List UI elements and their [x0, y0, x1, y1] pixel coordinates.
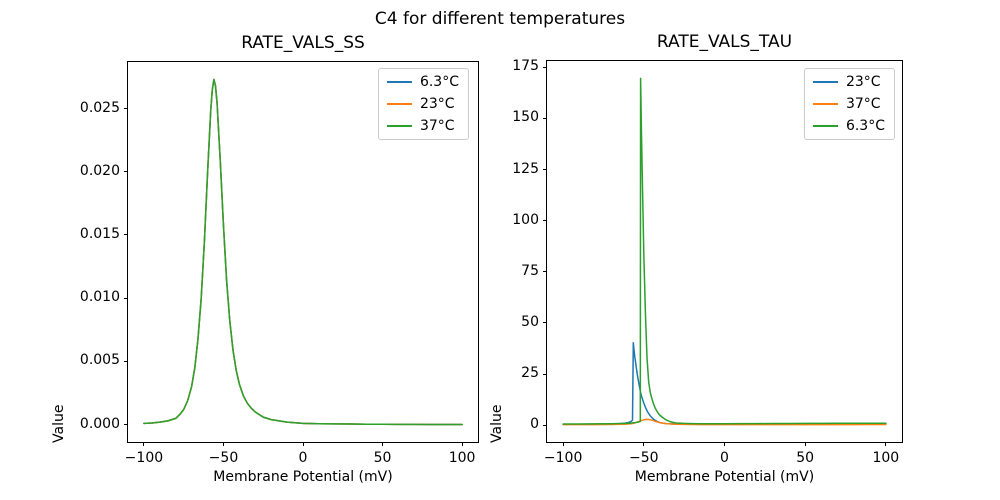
series-line-6.3°C — [562, 77, 887, 425]
axes-area: 23°C 37°C 6.3°C −100 −50 0 50 100 0 25 50 75 100 125… — [512, 59, 903, 466]
legend-entry: 37°C — [812, 95, 885, 113]
legend: 6.3°C 23°C 37°C — [377, 68, 469, 140]
legend-line-sample — [386, 103, 412, 105]
x-tick-label: 50 — [373, 450, 392, 466]
x-axis-label: Membrane Potential (mV) — [213, 469, 393, 485]
y-tick-label: 150 — [512, 109, 539, 126]
x-tick-label: −50 — [629, 450, 659, 466]
y-tick-label: 0.000 — [79, 415, 120, 432]
figure-title: C4 for different temperatures — [374, 9, 626, 29]
y-tick-label: 75 — [521, 263, 539, 280]
x-axis-label: Membrane Potential (mV) — [634, 469, 815, 485]
y-tick — [543, 424, 547, 426]
y-tick — [124, 108, 128, 110]
y-axis-label: Value — [489, 404, 505, 443]
x-tick — [222, 442, 224, 446]
y-tick-label: 0.010 — [79, 289, 120, 306]
x-tick-label: 0 — [720, 450, 729, 466]
x-tick-label: −100 — [543, 450, 583, 466]
legend-entry: 6.3°C — [386, 73, 459, 91]
y-tick — [543, 220, 547, 222]
legend-entry: 23°C — [812, 73, 885, 91]
x-tick — [885, 442, 887, 446]
legend-line-sample — [812, 103, 838, 105]
y-tick — [124, 424, 128, 426]
legend-label: 37°C — [845, 96, 881, 112]
y-tick-label: 175 — [512, 58, 539, 75]
y-tick — [124, 171, 128, 173]
y-tick — [124, 360, 128, 362]
x-tick-label: 100 — [448, 450, 476, 466]
axes-area: 6.3°C 23°C 37°C −100 −50 0 50 100 0.000 0.005 0.0… — [80, 61, 479, 466]
x-tick-label: −50 — [208, 450, 239, 466]
legend-label: 37°C — [419, 118, 455, 134]
subplot-rate-vals-ss: RATE_VALS_SS Value 6.3°C 23°C 37°C −100 −50… — [51, 33, 479, 485]
x-tick — [302, 442, 304, 446]
y-tick-label: 0.020 — [79, 162, 120, 179]
legend-line-sample — [386, 81, 412, 83]
x-tick — [724, 442, 725, 446]
series-line-37°C — [143, 78, 463, 426]
x-tick — [643, 442, 645, 446]
x-tick — [804, 442, 806, 446]
legend-entry: 37°C — [386, 117, 459, 135]
y-tick — [124, 297, 128, 299]
y-tick-label: 0.025 — [79, 99, 120, 116]
y-tick-label: 0.015 — [79, 226, 120, 243]
x-tick-label: 50 — [796, 450, 815, 466]
legend: 23°C 37°C 6.3°C — [803, 68, 895, 140]
y-tick-label: 0 — [530, 416, 539, 433]
x-tick-label: 0 — [298, 450, 308, 466]
y-tick-label: 25 — [521, 365, 539, 382]
y-tick — [543, 271, 547, 273]
y-tick-label: 50 — [521, 314, 539, 331]
y-tick-label: 125 — [512, 160, 539, 177]
subplot-rate-vals-tau: RATE_VALS_TAU Value 23°C 37°C 6.3°C −100 −5… — [489, 32, 903, 485]
curves-canvas — [562, 77, 887, 426]
legend-entry: 6.3°C — [812, 117, 885, 135]
y-axis-label: Value — [51, 404, 67, 443]
legend-line-sample — [812, 81, 838, 83]
x-tick — [382, 442, 384, 446]
x-tick — [562, 442, 564, 446]
y-tick-label: 100 — [512, 211, 539, 228]
x-tick-label: 100 — [872, 450, 900, 466]
subplot-title: RATE_VALS_TAU — [656, 32, 793, 52]
y-tick — [543, 117, 547, 119]
legend-label: 6.3°C — [845, 118, 885, 134]
subplot-title: RATE_VALS_SS — [241, 33, 365, 53]
legend-line-sample — [386, 125, 412, 127]
y-tick — [543, 66, 547, 68]
legend-line-sample — [812, 125, 838, 127]
y-tick-label: 0.005 — [79, 352, 120, 369]
legend-label: 6.3°C — [419, 74, 459, 90]
x-tick-label: −100 — [124, 450, 164, 466]
curves-canvas — [143, 78, 463, 426]
legend-label: 23°C — [419, 96, 455, 112]
y-tick — [543, 322, 547, 324]
x-tick — [143, 442, 145, 446]
y-tick — [543, 169, 547, 171]
legend-entry: 23°C — [386, 95, 459, 113]
series-line-23°C — [562, 342, 887, 425]
y-tick — [124, 234, 128, 236]
x-tick — [461, 442, 463, 446]
y-tick — [543, 373, 547, 375]
legend-label: 23°C — [845, 74, 881, 90]
